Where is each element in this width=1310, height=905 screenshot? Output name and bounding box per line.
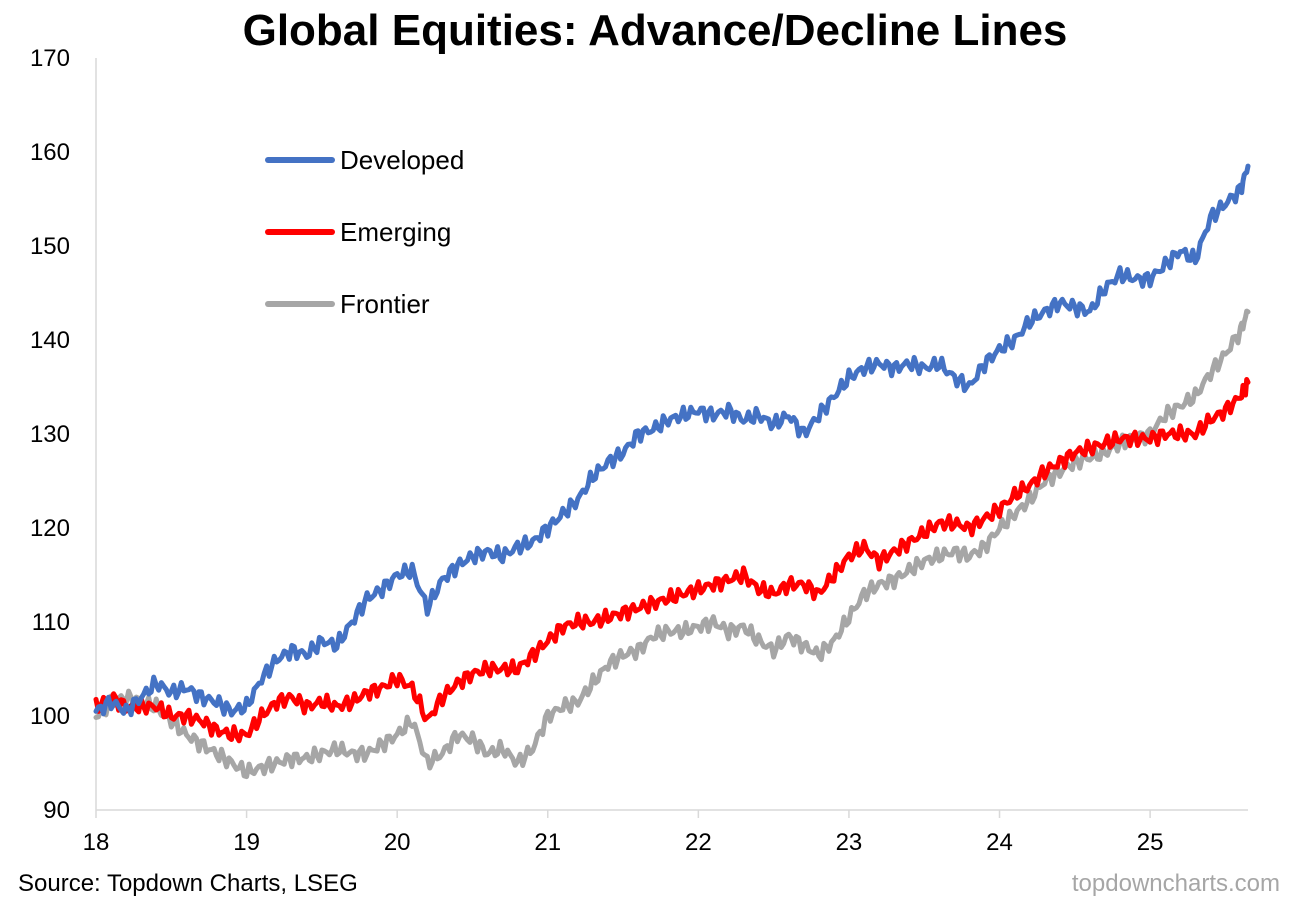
watermark: topdowncharts.com	[1072, 870, 1280, 898]
x-axis-ticks: 18 19 20 21 22 23 24 25	[83, 810, 1164, 856]
y-tick-label: 150	[30, 233, 70, 260]
source-note: Source: Topdown Charts, LSEG	[18, 870, 358, 898]
series-layer	[96, 166, 1248, 777]
x-tick-label: 23	[836, 829, 863, 856]
axes	[96, 58, 1248, 810]
y-tick-label: 170	[30, 45, 70, 72]
legend-label-frontier: Frontier	[340, 289, 430, 319]
y-tick-label: 160	[30, 139, 70, 166]
series-line-emerging	[96, 380, 1248, 741]
chart-plot: 90 100 110 120 130 140 150 160 170 18 19 20 21 22 23 2…	[0, 0, 1310, 905]
x-tick-label: 24	[986, 829, 1013, 856]
legend-label-emerging: Emerging	[340, 217, 451, 247]
x-tick-label: 25	[1137, 829, 1164, 856]
legend: Developed Emerging Frontier	[268, 145, 464, 319]
x-tick-label: 19	[233, 829, 260, 856]
y-tick-label: 130	[30, 421, 70, 448]
x-tick-label: 21	[534, 829, 561, 856]
y-axis-ticks: 90 100 110 120 130 140 150 160 170	[30, 45, 70, 824]
x-tick-label: 22	[685, 829, 712, 856]
legend-label-developed: Developed	[340, 145, 464, 175]
x-tick-label: 18	[83, 829, 110, 856]
y-tick-label: 90	[43, 797, 70, 824]
y-tick-label: 120	[30, 515, 70, 542]
y-tick-label: 110	[32, 609, 70, 636]
y-tick-label: 100	[30, 703, 70, 730]
y-tick-label: 140	[30, 327, 70, 354]
x-tick-label: 20	[384, 829, 411, 856]
